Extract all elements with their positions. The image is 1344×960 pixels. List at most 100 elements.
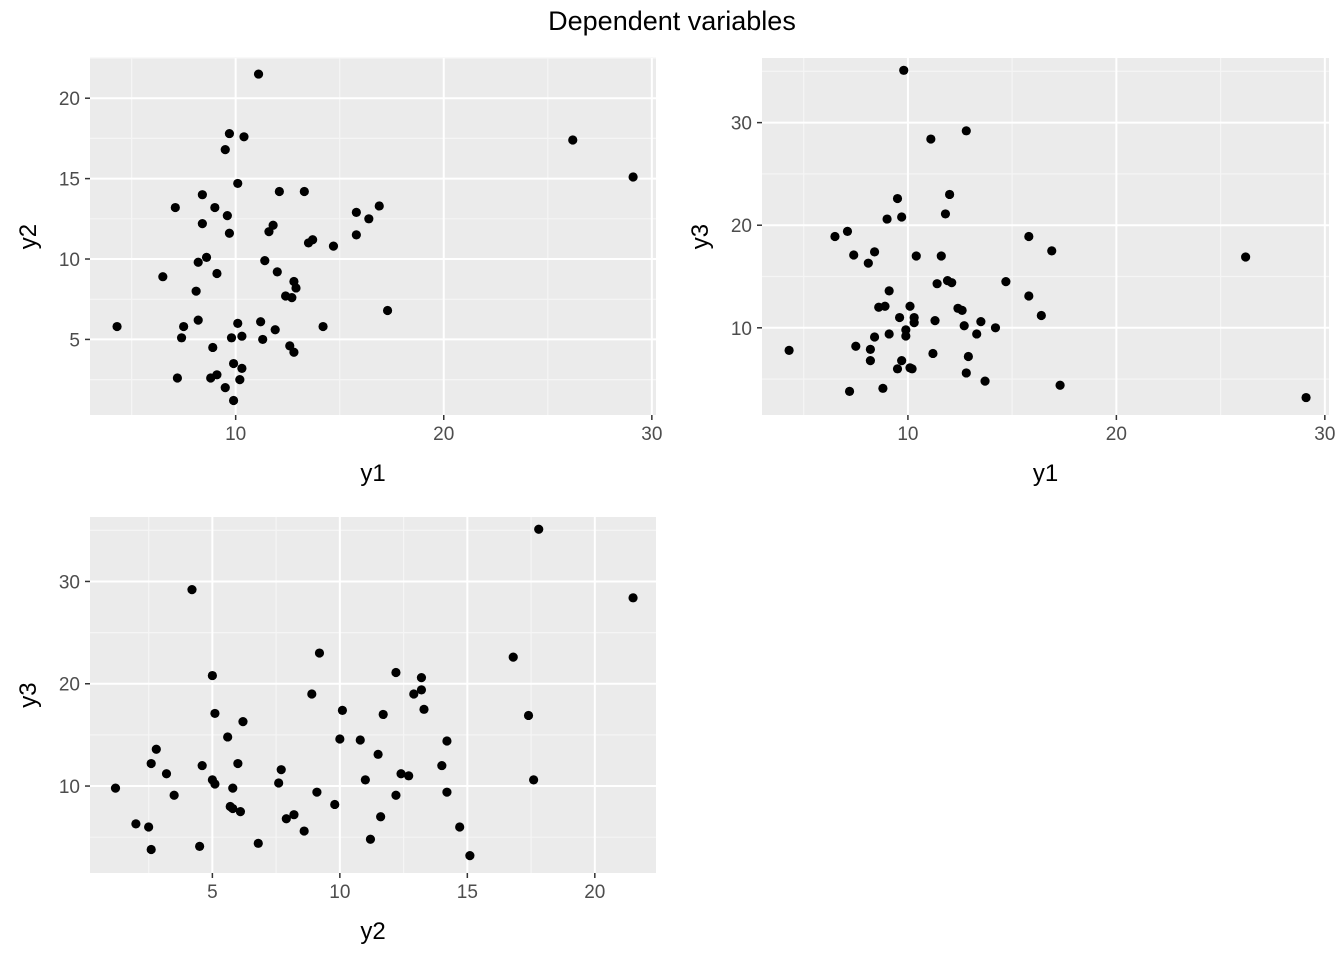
data-point: [299, 826, 309, 836]
data-point: [187, 585, 197, 595]
data-point: [197, 219, 207, 229]
data-point: [884, 286, 894, 296]
data-point: [980, 376, 990, 386]
data-point: [382, 305, 393, 316]
data-point: [197, 760, 207, 771]
data-point: [169, 790, 179, 800]
panel-background: [762, 58, 1329, 415]
data-point: [281, 814, 291, 824]
data-point: [1055, 380, 1065, 390]
data-point: [529, 775, 539, 785]
x-tick-label: 10: [329, 882, 350, 903]
data-point: [905, 301, 915, 311]
scatter-panel-y2-vs-y3: 5 10 15 20 10 20 30 y2 y3: [15, 517, 656, 945]
data-point: [176, 333, 187, 343]
data-point: [844, 386, 855, 397]
data-point: [201, 252, 212, 263]
data-point: [151, 744, 161, 754]
data-point: [932, 279, 942, 289]
data-point: [894, 312, 905, 323]
data-point: [233, 178, 243, 189]
data-point: [355, 735, 365, 745]
y-tick-label: 5: [69, 330, 80, 351]
data-point: [391, 667, 401, 678]
data-point: [419, 704, 429, 714]
x-tick-label: 10: [225, 424, 246, 445]
x-tick-label: 15: [457, 882, 478, 903]
data-point: [238, 716, 248, 727]
y-tick-label: 20: [731, 216, 752, 237]
data-point: [226, 333, 237, 343]
data-point: [228, 395, 239, 406]
data-point: [228, 783, 238, 793]
data-point: [373, 749, 383, 759]
data-point: [957, 305, 967, 315]
data-point: [193, 257, 203, 267]
data-point: [628, 593, 638, 603]
data-point: [308, 235, 318, 245]
data-point: [869, 247, 880, 257]
data-point: [191, 286, 201, 296]
data-point: [256, 317, 266, 327]
y-tick-label: 10: [59, 250, 80, 271]
x-tick-label: 20: [433, 424, 454, 445]
data-point: [335, 734, 345, 744]
data-point: [391, 790, 401, 800]
data-point: [437, 760, 447, 771]
data-point: [947, 278, 957, 288]
y-tick-label: 30: [59, 572, 80, 593]
scatter-panel-y1-vs-y3: 10 20 30 10 20 30 y1 y3: [687, 58, 1335, 487]
data-point: [222, 210, 232, 221]
data-point: [416, 673, 427, 683]
data-point: [907, 364, 917, 374]
data-point: [253, 69, 264, 79]
data-point: [220, 383, 230, 393]
data-point: [351, 230, 361, 240]
y-axis-title: y3: [15, 682, 42, 707]
data-point: [945, 189, 955, 200]
data-point: [110, 783, 121, 793]
data-point: [1036, 310, 1046, 321]
data-point: [465, 851, 475, 861]
data-point: [330, 799, 340, 810]
data-point: [374, 201, 384, 211]
data-point: [237, 331, 247, 341]
data-point: [365, 834, 376, 844]
x-tick-label: 30: [641, 424, 662, 445]
data-point: [508, 652, 518, 662]
data-point: [212, 370, 222, 380]
x-tick-label: 10: [897, 424, 918, 445]
data-point: [901, 325, 911, 335]
data-point: [208, 342, 218, 353]
data-point: [963, 351, 973, 362]
data-point: [416, 685, 427, 695]
data-point: [882, 214, 892, 224]
data-point: [328, 241, 339, 251]
data-point: [878, 383, 888, 393]
data-point: [287, 293, 297, 303]
scatter-panel-y1-vs-y2: 10 20 30 5 10 15 20 y1 y2: [15, 57, 662, 487]
data-point: [233, 318, 243, 328]
y-axis-title: y2: [15, 224, 42, 249]
data-point: [830, 231, 840, 242]
data-point: [1047, 246, 1057, 256]
data-point: [849, 250, 859, 260]
data-point: [170, 202, 180, 213]
data-point: [360, 775, 370, 785]
data-point: [161, 769, 172, 779]
data-point: [892, 193, 903, 204]
data-point: [378, 709, 388, 720]
data-point: [1301, 392, 1311, 403]
data-point: [210, 708, 220, 719]
data-point: [899, 65, 909, 75]
data-point: [940, 209, 951, 219]
data-point: [228, 803, 238, 814]
data-point: [884, 329, 894, 339]
panel-background: [90, 58, 656, 415]
data-point: [404, 771, 414, 781]
data-point: [210, 202, 220, 213]
data-point: [959, 321, 969, 331]
data-point: [961, 368, 971, 378]
data-point: [930, 316, 940, 326]
data-point: [253, 838, 263, 848]
